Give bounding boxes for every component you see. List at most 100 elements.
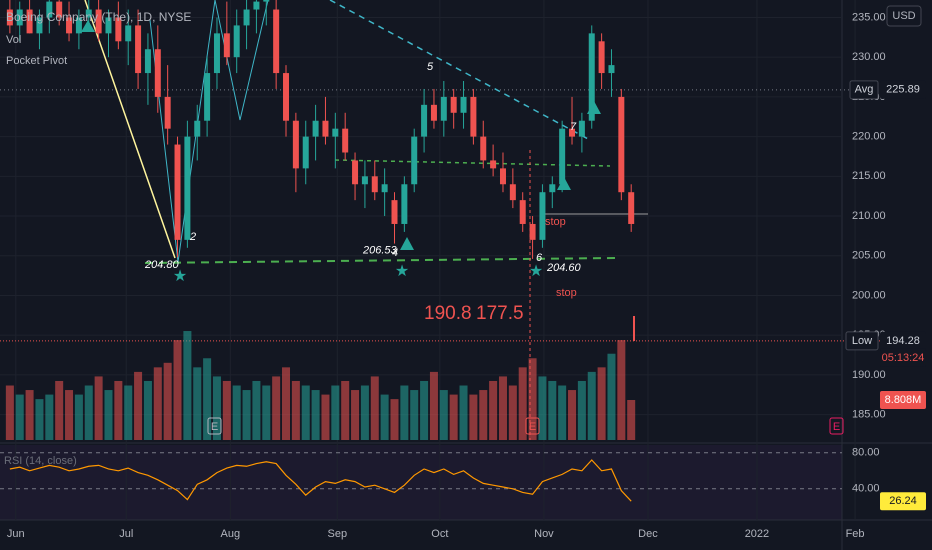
volume-bar — [341, 380, 350, 440]
candle-body — [628, 192, 635, 224]
earnings-label: E — [833, 421, 840, 433]
candle-body — [253, 1, 260, 10]
y-tick-label: 200.00 — [852, 289, 886, 301]
volume-bar — [351, 390, 360, 440]
candle-body — [75, 17, 82, 34]
volume-bar — [124, 385, 133, 440]
avg-label: 225.89 — [886, 84, 920, 96]
earnings-marker — [525, 417, 540, 435]
candle-body — [352, 160, 359, 185]
volume-bar — [301, 385, 310, 440]
trend-line — [329, 0, 591, 141]
volume-bar — [390, 399, 399, 440]
volume-bar — [498, 376, 507, 440]
annotation: 204.80 — [144, 259, 180, 271]
wave-label: 5 — [427, 61, 434, 73]
candle-body — [273, 9, 280, 74]
avg-name: Avg — [855, 84, 874, 96]
candle-body — [154, 49, 161, 97]
volume-bar — [370, 376, 379, 440]
candle-body — [135, 25, 142, 74]
candle-body — [46, 1, 53, 18]
candle-body — [490, 160, 497, 169]
last-rsi-box — [880, 492, 926, 511]
x-tick-label: Dec — [638, 528, 658, 540]
neckline — [334, 159, 611, 167]
candle-body — [164, 96, 171, 129]
candle-body — [322, 120, 329, 137]
volume — [5, 331, 636, 440]
candle-body — [381, 184, 388, 193]
low-label: 194.28 — [886, 335, 920, 347]
avg-label-box — [880, 80, 926, 99]
candle-body — [519, 200, 526, 224]
candle-body — [233, 25, 240, 58]
candle-body — [569, 128, 576, 137]
candle-body — [105, 17, 112, 34]
volume-bar — [252, 380, 261, 440]
candle-body — [460, 96, 467, 113]
candle-body — [608, 65, 615, 74]
candle-body — [371, 176, 378, 193]
volume-bar — [568, 390, 577, 440]
volume-bar — [222, 380, 231, 440]
candle-body — [125, 25, 132, 42]
volume-bar — [577, 380, 586, 440]
candle-body — [115, 17, 122, 42]
volume-bar — [84, 385, 93, 440]
volume-bar — [479, 390, 488, 440]
volume-bar — [597, 367, 606, 440]
x-tick-label: Oct — [431, 528, 448, 540]
triangle — [587, 101, 601, 114]
star: ★ — [395, 263, 409, 280]
candle-body — [184, 136, 191, 240]
volume-bar — [203, 358, 212, 440]
wave-label: 2 — [189, 231, 196, 243]
volume-bar — [607, 353, 616, 440]
stop-label: stop — [545, 216, 566, 228]
x-tick-label: Feb — [846, 528, 865, 540]
volume-bar — [410, 390, 419, 440]
last-rsi: 26.24 — [889, 495, 917, 507]
rsi-tick-label: 40.00 — [852, 483, 880, 495]
x-tick-label: Jul — [119, 528, 133, 540]
stop-label: stop — [556, 287, 577, 299]
volume-bar — [272, 376, 281, 440]
candle-body — [263, 0, 270, 2]
volume-bar — [429, 371, 438, 440]
candle-body — [66, 17, 73, 34]
volume-bar — [360, 385, 369, 440]
volume-bar — [528, 358, 537, 440]
candle-body — [440, 96, 447, 121]
candle-body — [470, 96, 477, 137]
candle-body — [95, 9, 102, 34]
candle-body — [6, 9, 13, 26]
last-volume: 8.808M — [885, 394, 922, 406]
y-tick-label: 185.00 — [852, 408, 886, 420]
volume-bar — [321, 394, 330, 440]
y-tick-label: 220.00 — [852, 131, 886, 143]
currency-box — [886, 5, 922, 27]
y-tick-label: 215.00 — [852, 170, 886, 182]
candle-body — [598, 41, 605, 74]
candle-body — [549, 184, 556, 193]
y-tick-label: 235.00 — [852, 11, 886, 23]
triangle — [81, 20, 95, 32]
volume-bar — [400, 385, 409, 440]
signals: ★ ★ ★ — [81, 20, 601, 285]
candle-body — [213, 33, 220, 74]
candle-body — [302, 136, 309, 169]
countdown-box — [880, 348, 926, 367]
candle-body — [618, 96, 625, 193]
candle-body — [312, 120, 319, 137]
volume-bar — [114, 380, 123, 440]
candle-body — [391, 200, 398, 224]
volume-bar — [439, 390, 448, 440]
indicator: Pocket Pivot — [6, 55, 67, 67]
target: 177.5 — [476, 303, 524, 324]
candle-body — [204, 73, 211, 121]
volume-bar — [627, 400, 636, 440]
earnings-marker — [829, 417, 844, 435]
currency: USD — [892, 10, 915, 22]
